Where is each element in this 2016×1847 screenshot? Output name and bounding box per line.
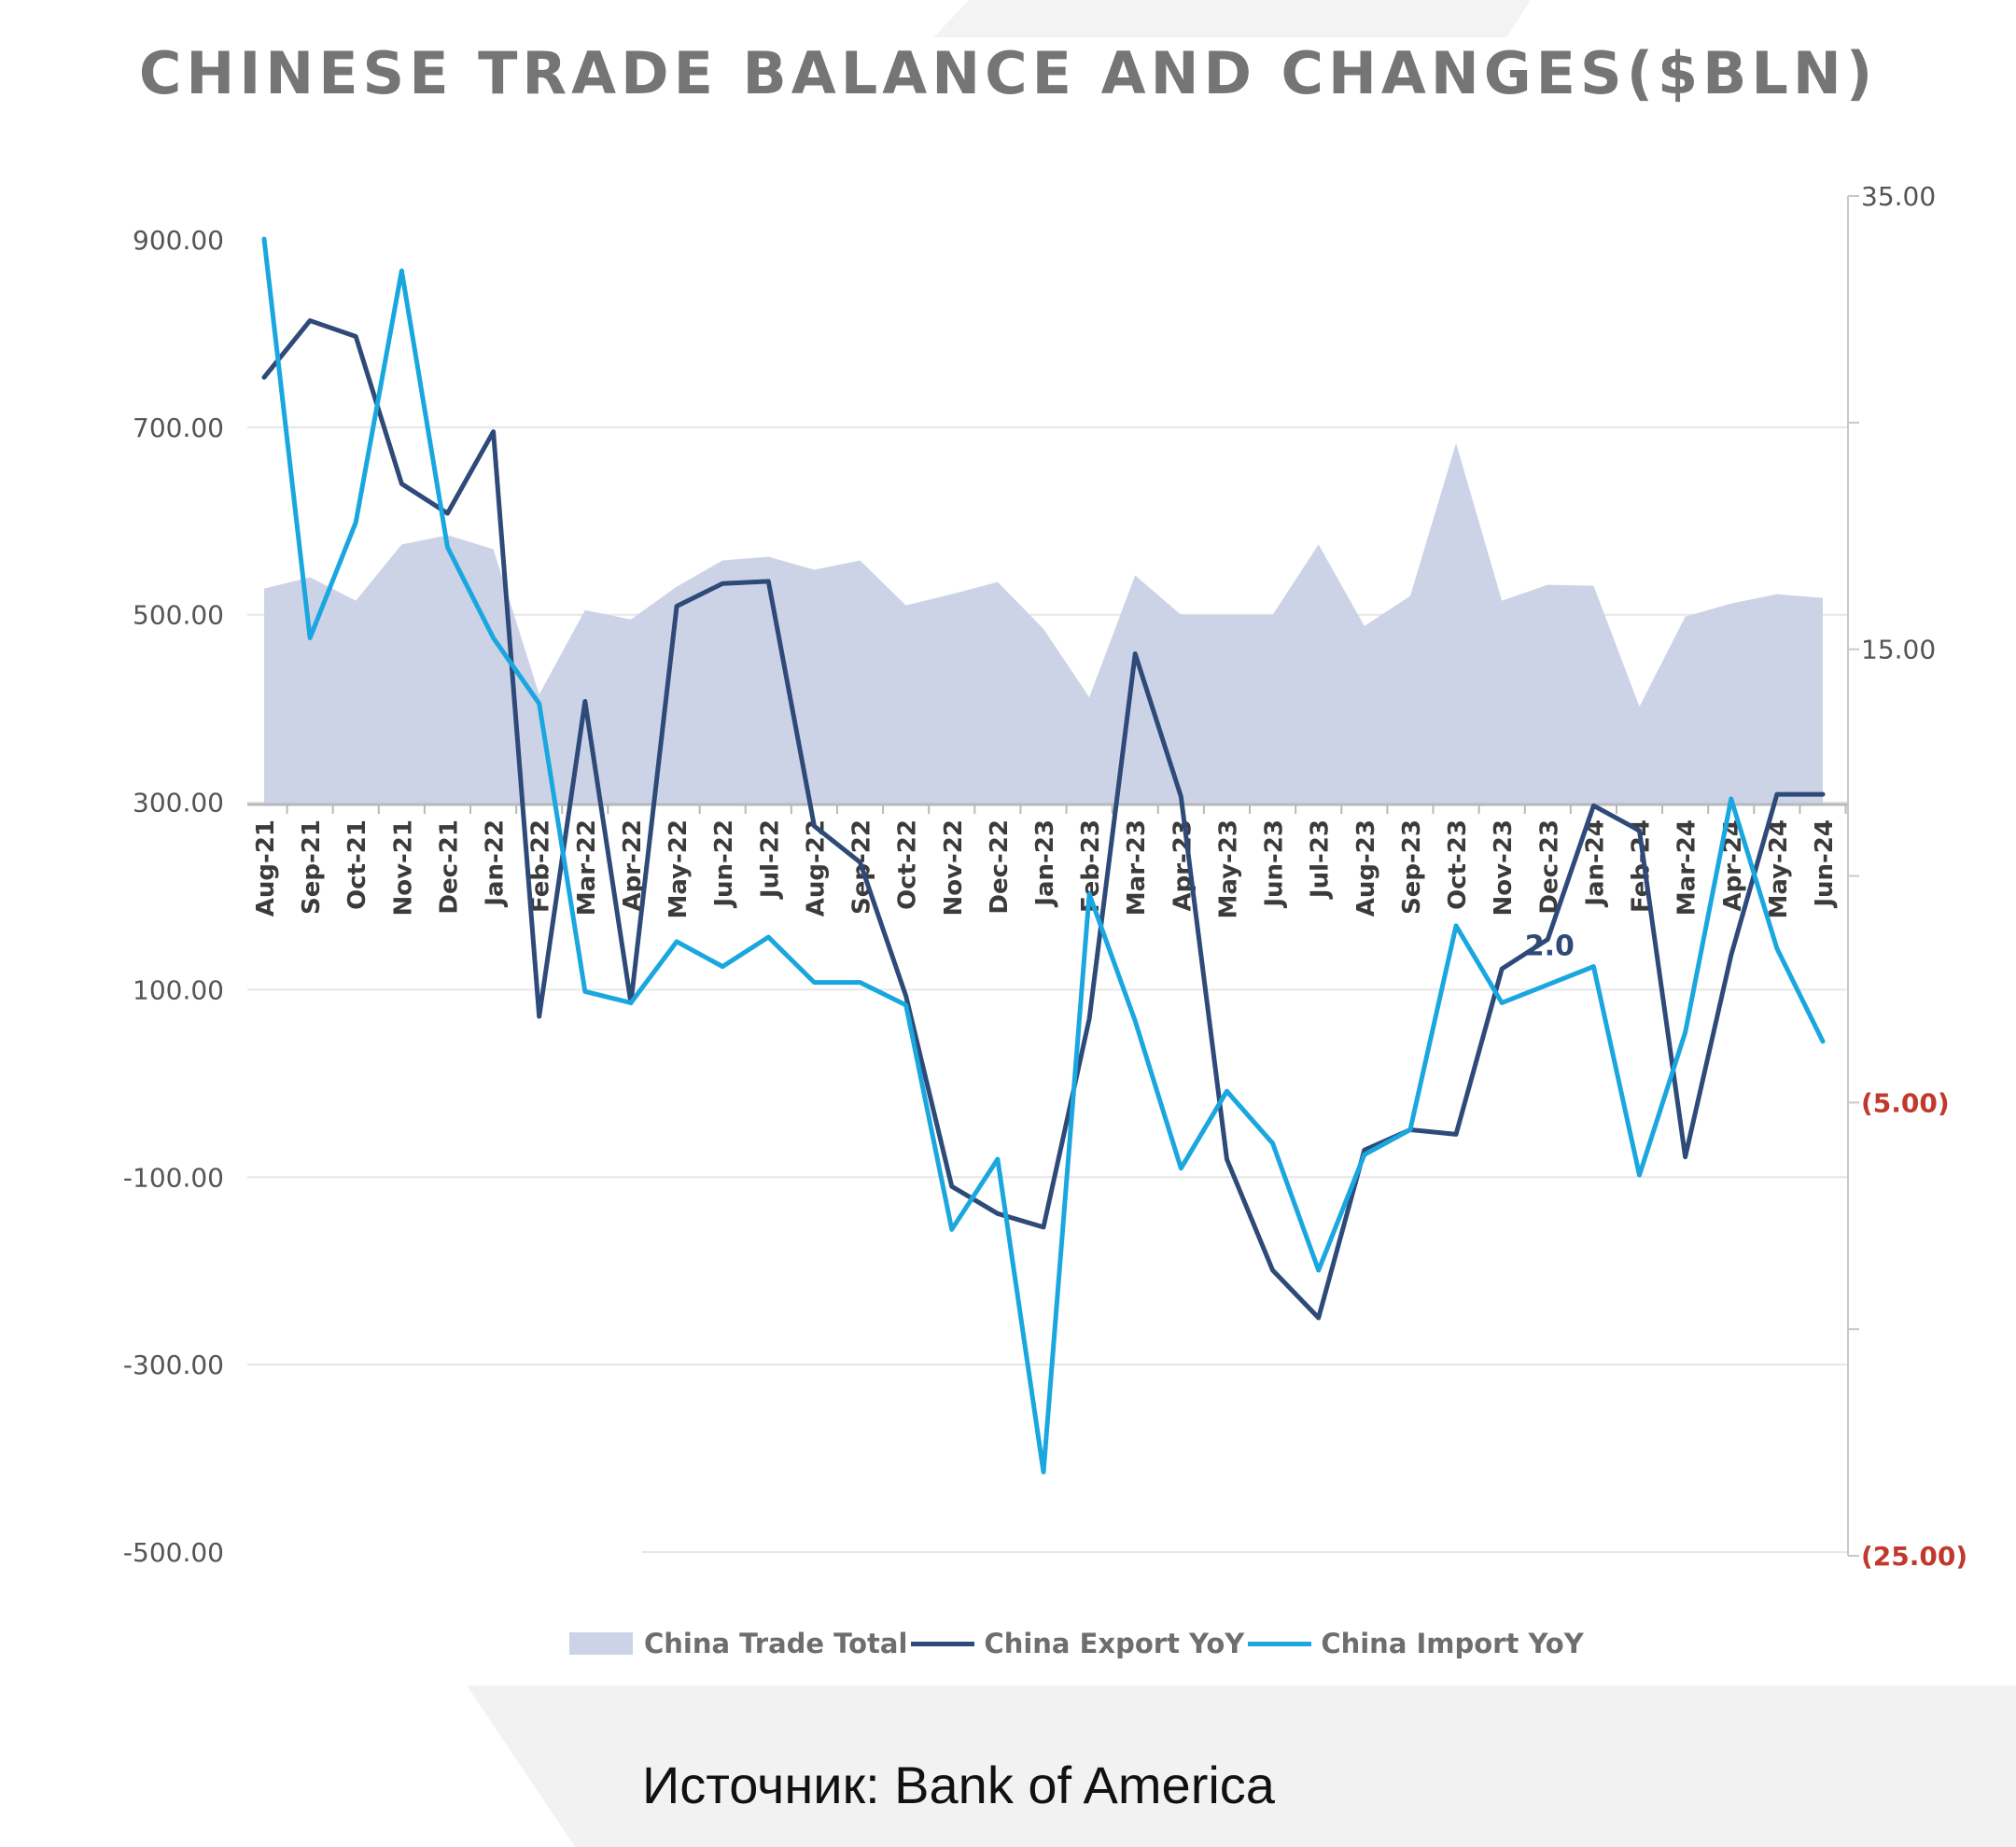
legend-item-export-yoy: China Export YoY [911, 1628, 1244, 1659]
x-axis-category-label: Mar-23 [1123, 819, 1151, 916]
legend-swatch-export-yoy [911, 1641, 975, 1646]
legend-item-import-yoy: China Import YoY [1248, 1628, 1584, 1659]
x-axis-category-label: Jun-22 [710, 819, 738, 909]
x-axis-category-label: Jul-22 [756, 819, 784, 900]
source-caption: Источник: Bank of America [642, 1756, 1275, 1814]
left-axis-tick-label: -100.00 [123, 1162, 224, 1193]
x-axis-category-label: Nov-21 [389, 819, 417, 917]
x-axis-category-labels: Aug-21 Sep-21 Oct-21 Nov-21 Dec-21 Jan-22 Feb-… [252, 819, 1839, 919]
left-axis-tick-label: 900.00 [133, 225, 224, 256]
right-axis-tick-label: 15.00 [1861, 635, 1936, 665]
x-axis-category-label: Oct-21 [343, 819, 371, 910]
x-axis-category-label: Jul-23 [1307, 819, 1335, 900]
export-yoy-series-layer [261, 318, 1826, 1321]
x-axis-category-label: Jan-22 [482, 819, 510, 908]
right-axis-tick-labels: 35.00 15.00 (5.00) (25.00) [1861, 181, 1967, 1572]
x-axis-category-label: Dec-21 [435, 819, 463, 915]
import-yoy-line [261, 236, 1826, 1475]
x-axis-category-label: Oct-23 [1444, 819, 1472, 910]
export-yoy-line [261, 318, 1826, 1321]
right-axis-tick-label: (25.00) [1861, 1541, 1967, 1572]
trade-total-area-layer [264, 442, 1823, 805]
x-axis-category-label: Aug-23 [1352, 819, 1380, 917]
left-axis-tick-label: 700.00 [133, 413, 224, 443]
legend-label-import-yoy: China Import YoY [1321, 1628, 1584, 1659]
data-annotation-label: 2.0 [1525, 930, 1575, 962]
legend-swatch-trade-total [569, 1632, 633, 1655]
trade-total-area [264, 442, 1823, 805]
x-axis-category-label: Jun-24 [1811, 819, 1839, 909]
legend-swatch-import-yoy [1248, 1641, 1312, 1646]
left-axis-tick-label: -500.00 [123, 1537, 224, 1568]
x-axis-category-label: Jun-23 [1261, 819, 1289, 909]
x-axis-category-label: Dec-23 [1535, 819, 1563, 915]
x-axis-category-label: Aug-21 [252, 819, 280, 917]
legend: China Trade Total China Export YoY China… [569, 1628, 1588, 1659]
x-axis-category-label: May-22 [665, 819, 693, 919]
x-axis-category-label: Oct-22 [894, 819, 922, 910]
annotation-layer: 2.0 [1525, 930, 1575, 962]
x-axis-category-label: May-24 [1765, 819, 1793, 919]
x-axis-category-label: Jan-23 [1031, 819, 1059, 908]
x-axis-category-label: Nov-22 [940, 819, 968, 917]
axes [247, 195, 1859, 1557]
left-axis-tick-label: 300.00 [133, 788, 224, 819]
right-axis-tick-label: (5.00) [1861, 1087, 1950, 1118]
x-axis-category-label: Nov-23 [1490, 819, 1518, 917]
chart-title: CHINESE TRADE BALANCE AND CHANGES($BLN) [138, 39, 1878, 107]
x-axis-category-label: May-23 [1214, 819, 1242, 919]
background-decoration-top [933, 0, 1531, 37]
legend-label-trade-total: China Trade Total [644, 1628, 908, 1659]
x-axis-category-label: Sep-23 [1398, 819, 1426, 915]
left-axis-tick-label: 500.00 [133, 600, 224, 631]
import-yoy-series-layer [261, 236, 1826, 1475]
x-axis-category-label: Dec-22 [986, 819, 1014, 915]
x-axis-category-label: Mar-24 [1673, 819, 1701, 916]
legend-label-export-yoy: China Export YoY [984, 1628, 1245, 1659]
x-axis-category-label: Sep-21 [298, 819, 326, 915]
left-axis-tick-labels: 900.00 700.00 500.00 300.00 100.00 -100.00 -30… [123, 225, 224, 1568]
left-axis-tick-label: -300.00 [123, 1350, 224, 1380]
right-axis-tick-label: 35.00 [1861, 181, 1936, 212]
chart-canvas: 900.00 700.00 500.00 300.00 100.00 -100.00 -30… [123, 181, 1967, 1572]
background-decoration-bottom [467, 1686, 2016, 1847]
x-axis-category-label: Mar-22 [573, 819, 601, 916]
left-axis-tick-label: 100.00 [133, 974, 224, 1005]
legend-item-trade-total: China Trade Total [569, 1628, 907, 1659]
